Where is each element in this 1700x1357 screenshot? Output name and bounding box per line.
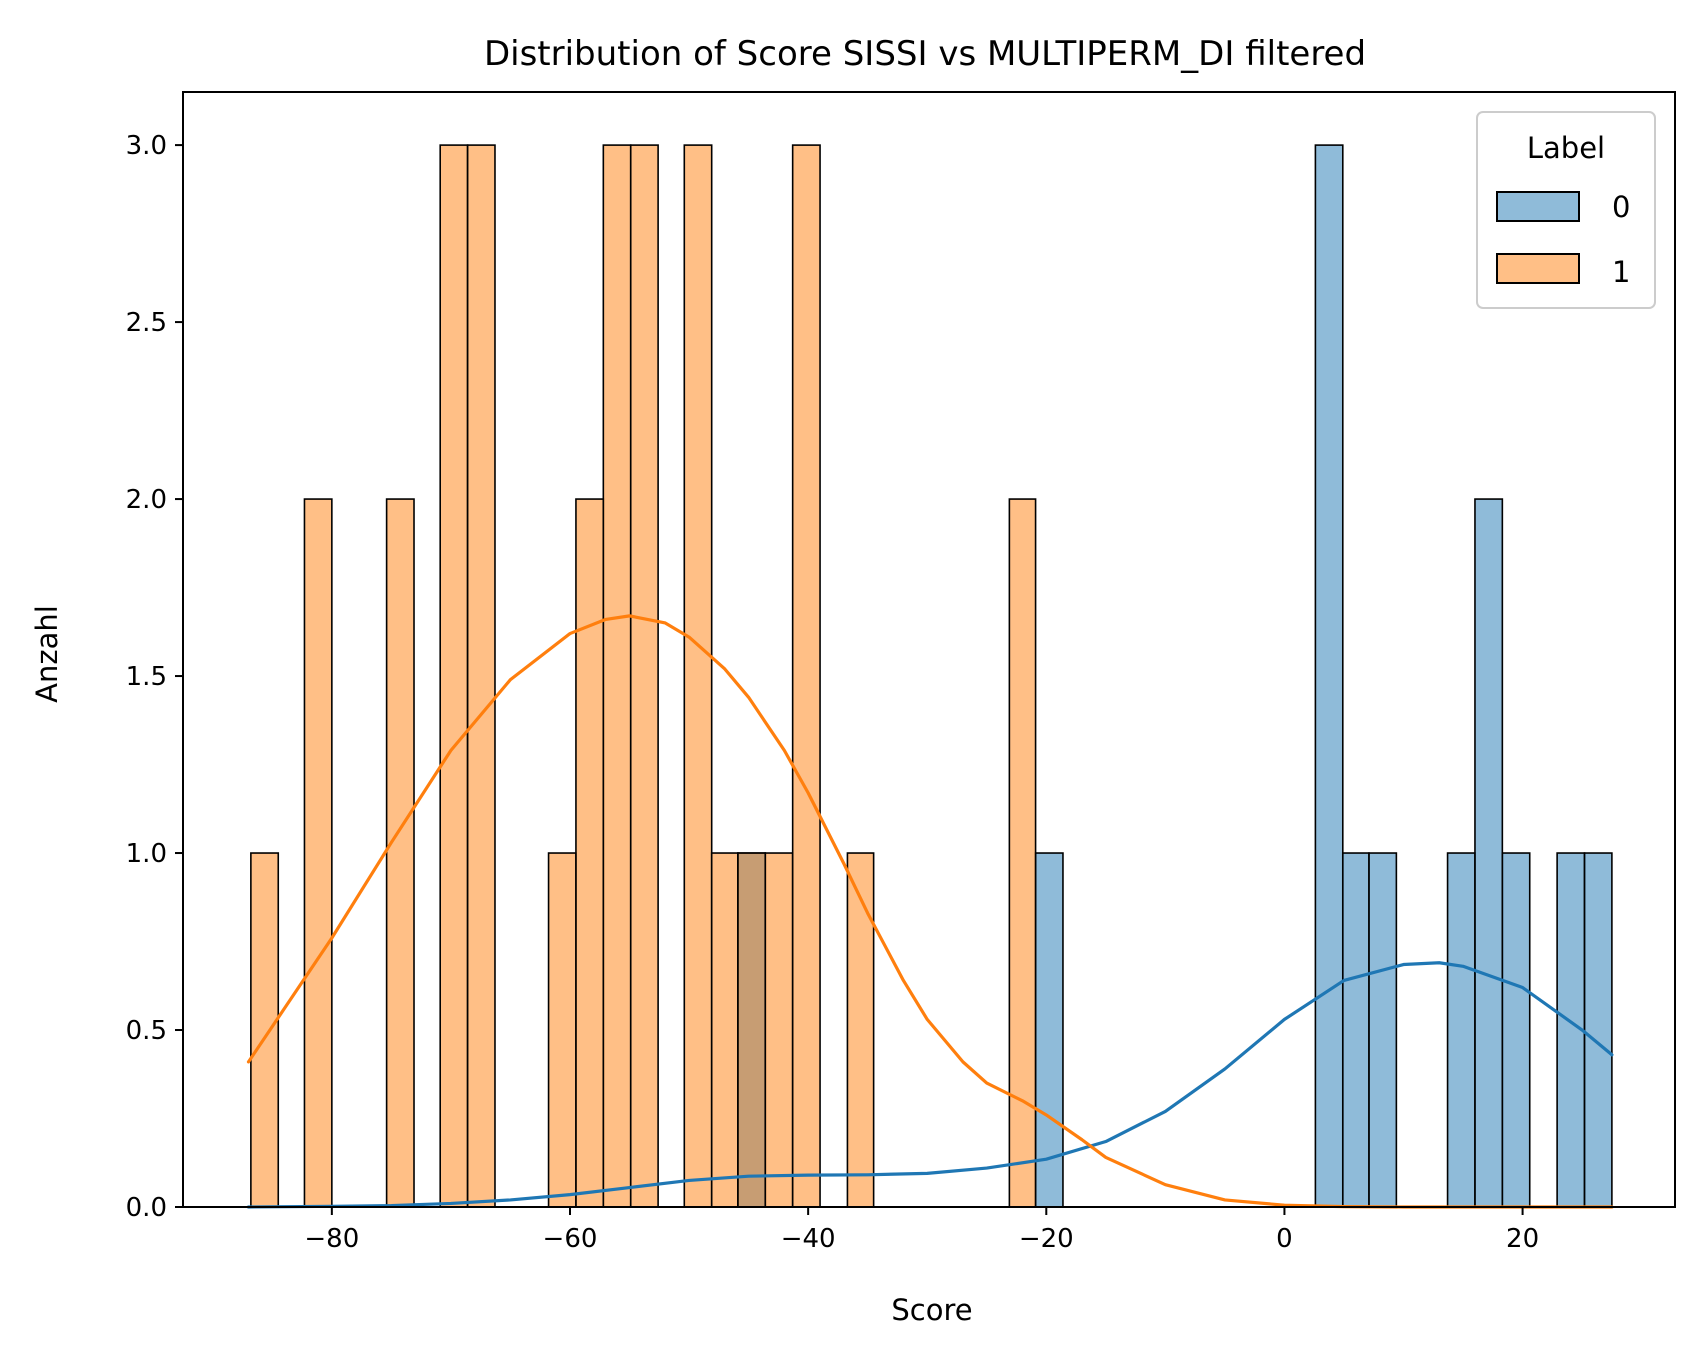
bar-series-1-7 — [602, 144, 632, 1208]
bar-series-1-3 — [439, 144, 469, 1208]
x-tick-label: −80 — [304, 1224, 359, 1254]
axes-frame — [182, 91, 1676, 1208]
bar-series-0-9 — [1583, 852, 1613, 1208]
legend-label-0: 0 — [1612, 190, 1630, 224]
bar-series-0-1 — [1034, 852, 1064, 1208]
legend-swatch-0 — [1496, 191, 1580, 222]
x-tick-label: 20 — [1506, 1224, 1539, 1254]
bar-series-1-12 — [764, 852, 794, 1208]
y-tick-label: 1.0 — [126, 839, 167, 869]
x-tick-label: −60 — [543, 1224, 598, 1254]
bar-series-0-3 — [1341, 852, 1370, 1208]
bar-series-0-5 — [1446, 852, 1476, 1208]
bar-series-1-5 — [547, 852, 577, 1208]
legend: Label 0 1 — [1476, 111, 1656, 309]
bar-series-1-11 — [737, 852, 767, 1208]
y-tick-label: 2.5 — [126, 308, 167, 338]
x-axis-title: Score — [891, 1293, 972, 1327]
bar-series-0-4 — [1368, 852, 1398, 1208]
legend-title: Label — [1527, 131, 1605, 165]
bar-series-1-4 — [466, 144, 496, 1208]
bar-series-1-2 — [385, 498, 415, 1208]
bar-series-1-1 — [303, 498, 333, 1208]
y-tick-label: 2.0 — [126, 485, 167, 515]
chart-title: Distribution of Score SISSI vs MULTIPERM… — [484, 34, 1366, 74]
y-tick-label: 0.0 — [126, 1193, 167, 1223]
bar-series-1-9 — [683, 144, 713, 1208]
kde-line-series-0 — [246, 961, 1614, 1209]
x-tick-label: 0 — [1276, 1224, 1293, 1254]
bar-series-0-2 — [1314, 144, 1344, 1208]
y-tick-label: 1.5 — [126, 662, 167, 692]
plot-area: −80 −60 −40 −20 0 20 0.0 0.5 1.0 1.5 2.0 2.5 3.0 — [126, 91, 1676, 1254]
bar-series-1-0 — [250, 852, 280, 1208]
kde-line-series-1 — [246, 614, 1614, 1209]
legend-label-1: 1 — [1612, 255, 1630, 289]
x-tick-label: −40 — [781, 1224, 836, 1254]
bar-series-1-13 — [791, 144, 821, 1208]
bar-series-1-10 — [710, 852, 739, 1208]
bar-series-1-6 — [575, 498, 605, 1208]
bars-series-1 — [250, 144, 1037, 1208]
bar-series-1-8 — [629, 144, 659, 1208]
bar-series-0-6 — [1474, 498, 1504, 1208]
bar-series-1-14 — [846, 852, 875, 1208]
y-axis-title: Anzahl — [30, 605, 64, 703]
bar-series-1-15 — [1008, 498, 1037, 1208]
bar-series-0-7 — [1501, 852, 1531, 1208]
y-tick-label: 0.5 — [126, 1016, 167, 1046]
legend-swatch-1 — [1496, 253, 1580, 284]
x-tick-label: −20 — [1019, 1224, 1074, 1254]
y-tick-label: 3.0 — [126, 131, 167, 161]
